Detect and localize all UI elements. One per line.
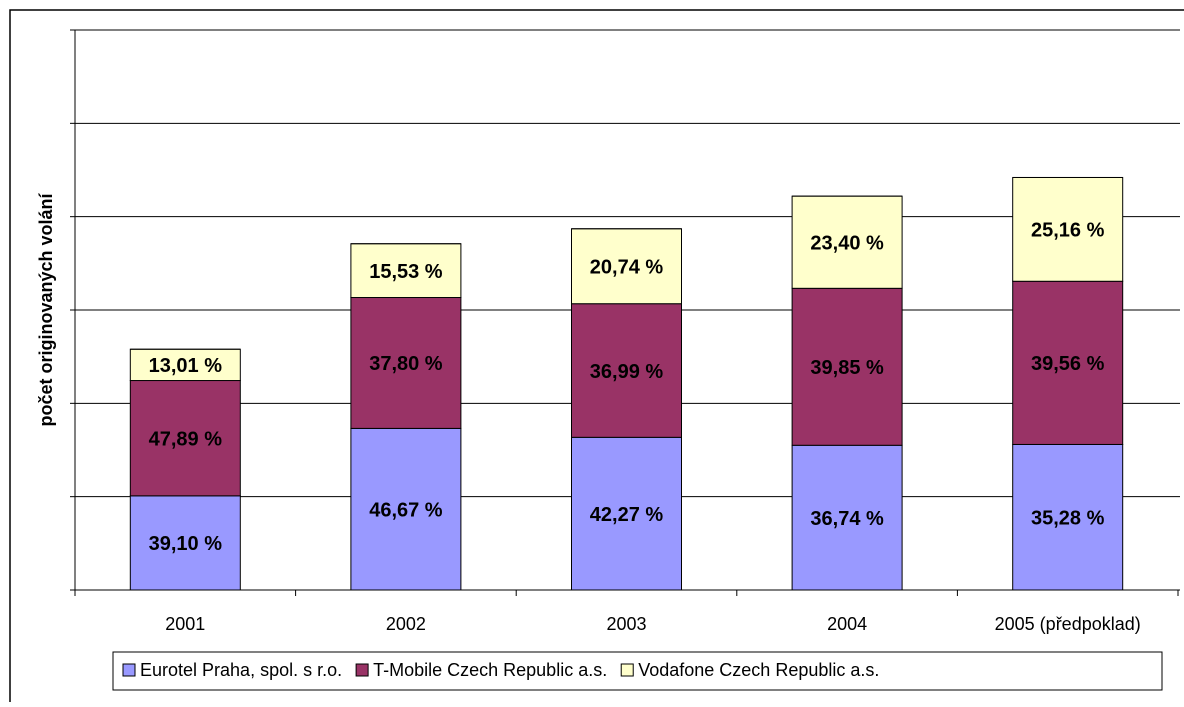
- x-tick-label: 2004: [827, 614, 867, 634]
- bar-segment: [571, 303, 682, 438]
- data-label: 36,99 %: [590, 361, 664, 383]
- bar-segment: [791, 195, 903, 289]
- data-label: 39,10 %: [149, 533, 223, 555]
- bar-segment: [129, 495, 241, 591]
- x-tick-label: 2003: [606, 614, 646, 634]
- data-label: 25,16 %: [1031, 220, 1105, 242]
- x-tick-label: 2001: [165, 614, 205, 634]
- data-label: 37,80 %: [369, 353, 443, 375]
- legend-label: T-Mobile Czech Republic a.s.: [373, 660, 607, 680]
- bar-segment: [350, 427, 462, 591]
- legend-swatch: [122, 663, 136, 677]
- bar-segment: [571, 228, 682, 305]
- data-label: 35,28 %: [1031, 508, 1105, 530]
- bar-segment: [350, 297, 462, 429]
- bar-segment: [1012, 280, 1124, 445]
- data-label: 42,27 %: [590, 504, 664, 526]
- bar-segment: [1012, 176, 1124, 282]
- y-axis-label: počet originovaných volání: [36, 192, 56, 426]
- legend-label: Eurotel Praha, spol. s r.o.: [140, 660, 342, 680]
- bar-segment: [791, 444, 903, 591]
- bar-segment: [1012, 443, 1124, 591]
- legend-box: [112, 651, 1163, 691]
- data-label: 39,56 %: [1031, 353, 1105, 375]
- legend-swatch: [620, 663, 634, 677]
- data-label: 13,01 %: [149, 355, 223, 377]
- data-label: 46,67 %: [369, 499, 443, 521]
- x-tick-label: 2005 (předpoklad): [995, 614, 1141, 634]
- bar-segment: [350, 243, 462, 299]
- data-label: 23,40 %: [810, 233, 884, 255]
- bar-segment: [791, 287, 903, 446]
- bar-segment: [129, 380, 241, 497]
- legend-label: Vodafone Czech Republic a.s.: [638, 660, 879, 680]
- bar-segment: [129, 348, 241, 382]
- legend-swatch: [355, 663, 369, 677]
- data-label: 15,53 %: [369, 261, 443, 283]
- bar-segment: [571, 436, 682, 591]
- data-label: 39,85 %: [810, 357, 884, 379]
- data-label: 36,74 %: [810, 508, 884, 530]
- data-label: 20,74 %: [590, 257, 664, 279]
- x-tick-label: 2002: [386, 614, 426, 634]
- data-label: 47,89 %: [149, 428, 223, 450]
